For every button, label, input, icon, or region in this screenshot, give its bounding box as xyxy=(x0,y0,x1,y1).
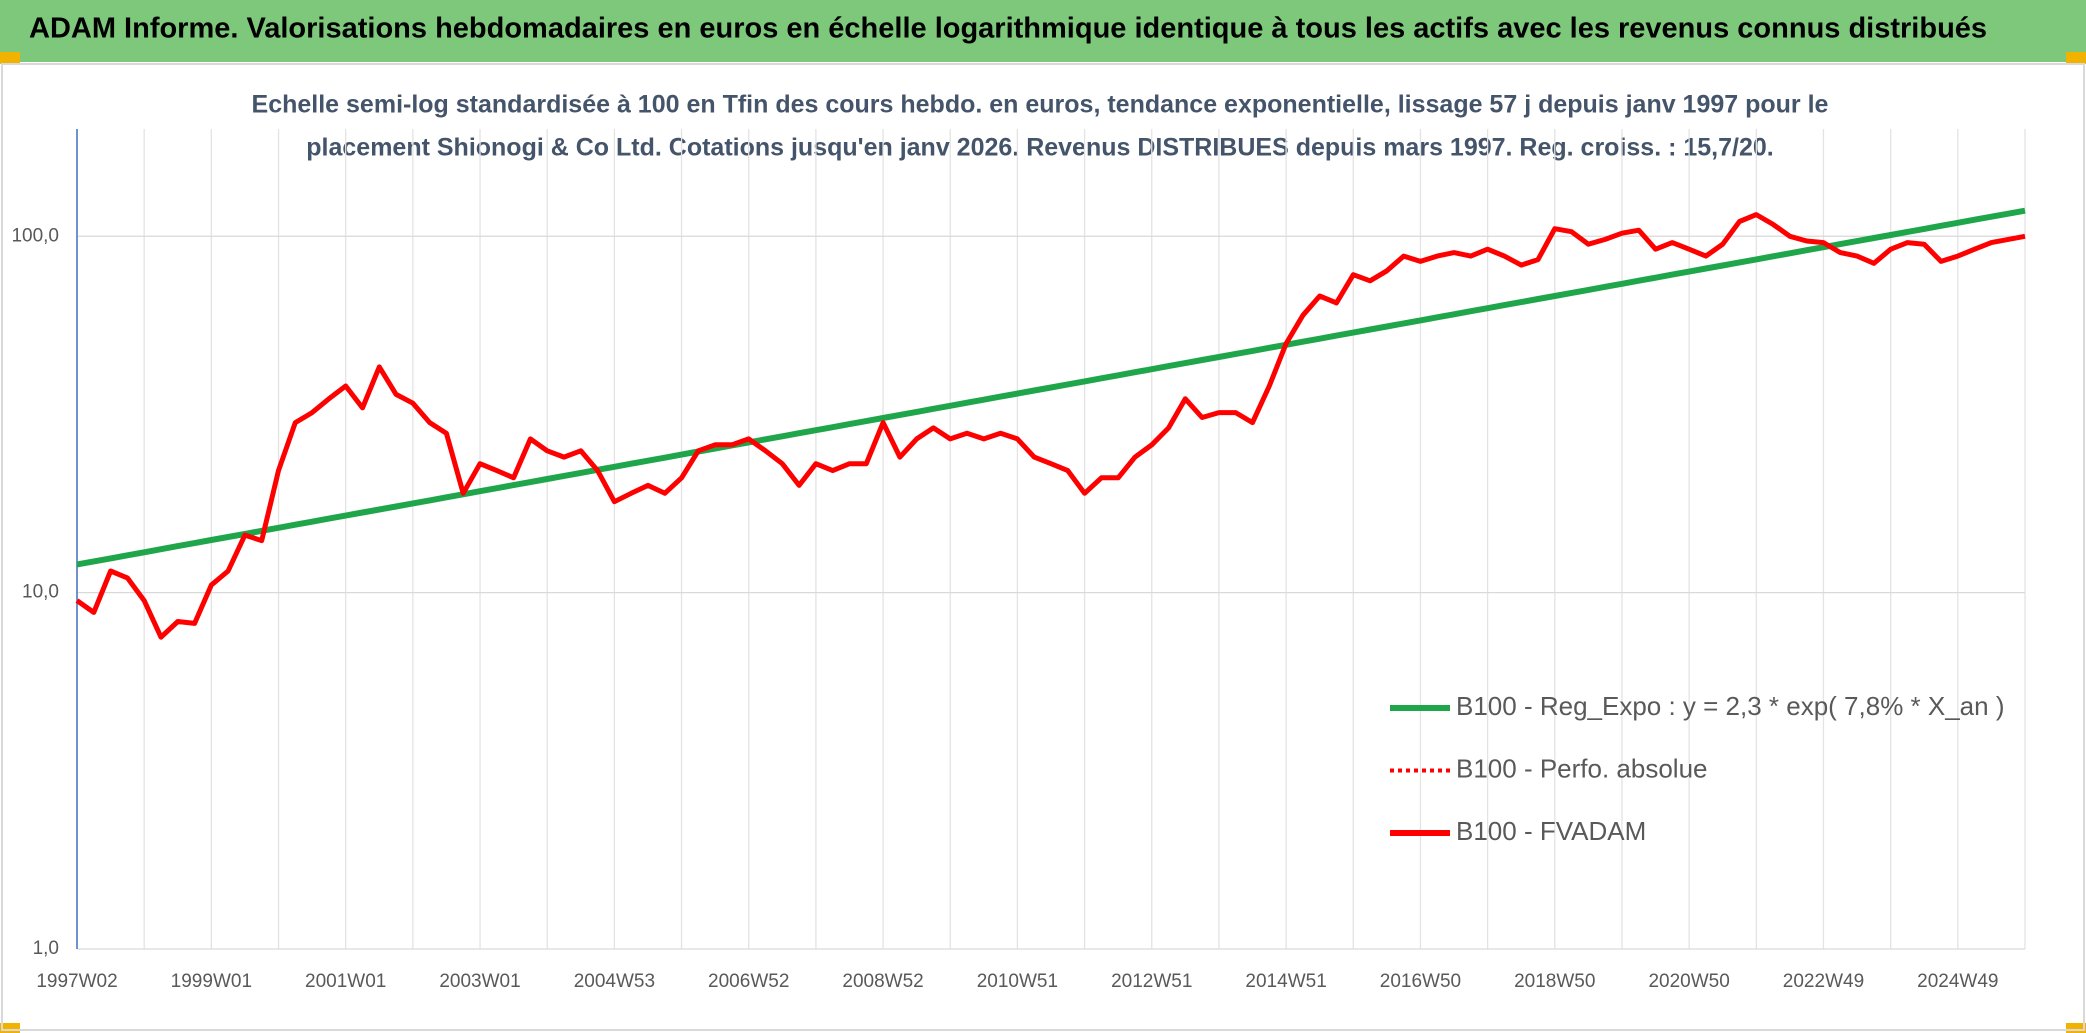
x-tick-label: 2020W50 xyxy=(1648,971,1729,992)
y-tick-label: 1,0 xyxy=(33,938,59,959)
x-tick-label: 2024W49 xyxy=(1917,971,1998,992)
x-tick-label: 2016W50 xyxy=(1380,971,1461,992)
frame xyxy=(1,63,2085,1031)
x-tick-label: 2010W51 xyxy=(977,971,1058,992)
chart-subtitle: placement Shionogi & Co Ltd. Cotations j… xyxy=(306,134,1773,162)
x-tick-label: 2006W52 xyxy=(708,971,789,992)
corner xyxy=(2066,52,2086,64)
corner xyxy=(2066,1023,2086,1033)
x-tick-label: 1997W02 xyxy=(36,971,117,992)
x-tick-label: 2004W53 xyxy=(574,971,655,992)
y-tick-label: 10,0 xyxy=(22,582,59,603)
series-line xyxy=(75,212,2026,640)
x-tick-label: 2008W52 xyxy=(842,971,923,992)
x-tick-label: 2012W51 xyxy=(1111,971,1192,992)
x-tick-label: 2022W49 xyxy=(1783,971,1864,992)
x-tick-label: 2018W50 xyxy=(1514,971,1595,992)
legend-label: B100 - Reg_Expo : y = 2,3 * exp( 7,8% * … xyxy=(1456,691,2005,721)
y-tick-label: 100,0 xyxy=(11,225,59,246)
corner xyxy=(0,1023,20,1033)
legend-label: B100 - Perfo. absolue xyxy=(1456,753,1708,783)
corner xyxy=(0,52,20,64)
x-tick-label: 2003W01 xyxy=(439,971,520,992)
header-bar xyxy=(0,0,2086,62)
x-tick-label: 2001W01 xyxy=(305,971,386,992)
x-tick-label: 1999W01 xyxy=(171,971,252,992)
x-tick-label: 2014W51 xyxy=(1245,971,1326,992)
chart-subtitle: Echelle semi-log standardisée à 100 en T… xyxy=(252,91,1829,119)
series-line xyxy=(76,207,2026,568)
legend-label: B100 - FVADAM xyxy=(1456,816,1646,846)
chart-title: ADAM Informe. Valorisations hebdomadaire… xyxy=(29,13,1987,45)
